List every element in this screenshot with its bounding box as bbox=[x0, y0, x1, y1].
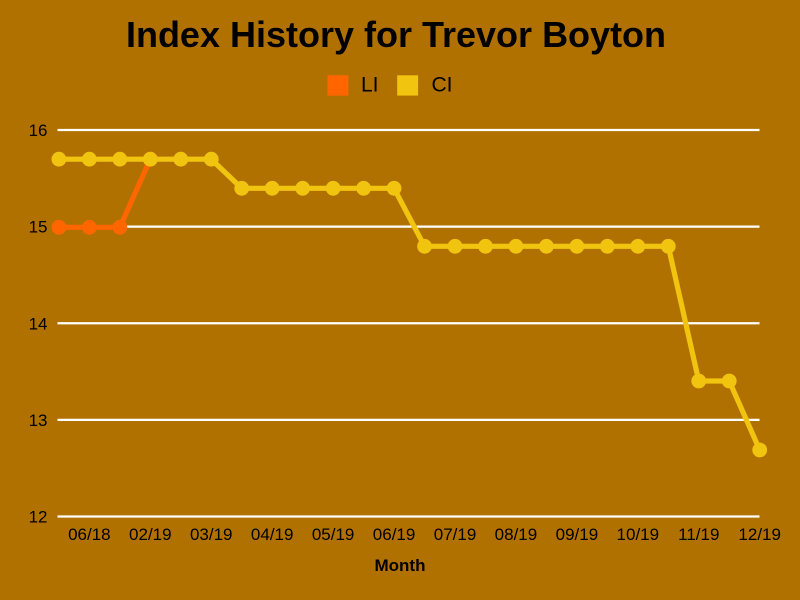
svg-text:07/19: 07/19 bbox=[434, 525, 477, 544]
svg-text:LI: LI bbox=[361, 73, 379, 96]
svg-text:12: 12 bbox=[29, 508, 48, 527]
svg-text:09/19: 09/19 bbox=[556, 525, 599, 544]
svg-text:12/19: 12/19 bbox=[738, 525, 781, 544]
svg-text:04/19: 04/19 bbox=[251, 525, 294, 544]
svg-text:08/19: 08/19 bbox=[495, 525, 538, 544]
svg-text:16: 16 bbox=[29, 121, 48, 140]
svg-text:Month: Month bbox=[375, 556, 426, 575]
svg-text:CI: CI bbox=[432, 73, 453, 96]
svg-text:02/19: 02/19 bbox=[129, 525, 172, 544]
svg-text:05/19: 05/19 bbox=[312, 525, 355, 544]
svg-text:03/19: 03/19 bbox=[190, 525, 233, 544]
svg-text:06/18: 06/18 bbox=[68, 525, 111, 544]
svg-text:06/19: 06/19 bbox=[373, 525, 416, 544]
svg-text:11/19: 11/19 bbox=[678, 525, 719, 544]
svg-text:15: 15 bbox=[29, 218, 48, 237]
svg-text:13: 13 bbox=[29, 411, 48, 430]
svg-text:14: 14 bbox=[29, 314, 48, 333]
svg-text:10/19: 10/19 bbox=[617, 525, 660, 544]
svg-text:Index History for Trevor Boyto: Index History for Trevor Boyton bbox=[126, 14, 666, 55]
